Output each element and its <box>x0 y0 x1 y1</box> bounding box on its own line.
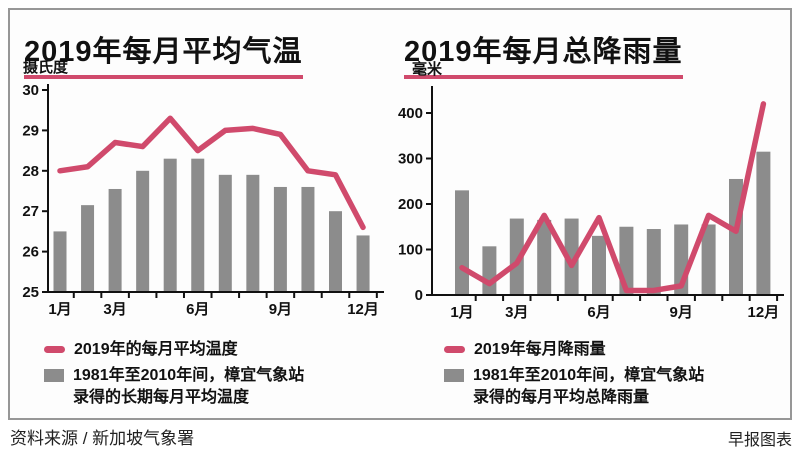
temperature-chart-plot: 25 26 27 28 29 30 1月 3月 6月 9月 12月 <box>22 82 384 318</box>
credit-note: 早报图表 <box>727 432 792 449</box>
x-tick-label: 6月 <box>587 304 610 321</box>
legend-label: 2019年的每月平均温度 <box>74 341 238 358</box>
y-tick-label: 100 <box>398 242 423 259</box>
bar-month-8 <box>646 229 661 295</box>
source-note: 资料来源 / 新加坡气象署 <box>10 429 195 448</box>
y-tick-label: 400 <box>398 105 423 122</box>
legend-item-rainfall-2019: 2019年每月降雨量 <box>444 339 704 361</box>
legend-item-temperature-longterm: 1981年至2010年间，樟宜气象站 录得的长期每月平均温度 <box>44 365 304 409</box>
temperature-legend: 2019年的每月平均温度 1981年至2010年间，樟宜气象站 录得的长期每月平… <box>44 339 304 409</box>
bar-series-swatch-icon <box>444 369 464 382</box>
bar-month-1 <box>53 231 67 292</box>
bar-month-8 <box>246 174 260 292</box>
y-tick-label: 28 <box>22 163 39 180</box>
bar-month-12 <box>356 235 370 292</box>
rainfall-legend: 2019年每月降雨量 1981年至2010年间，樟宜气象站 录得的每月平均总降雨… <box>444 339 704 409</box>
legend-label-line2: 录得的长期每月平均温度 <box>73 389 250 406</box>
temperature-unit-label: 摄氏度 <box>23 59 69 76</box>
legend-item-rainfall-longterm: 1981年至2010年间，樟宜气象站 录得的每月平均总降雨量 <box>444 365 704 409</box>
x-tick-label: 9月 <box>269 301 292 318</box>
bar-month-4 <box>537 219 552 295</box>
bar-month-5 <box>163 158 177 292</box>
y-tick-label: 26 <box>22 244 39 261</box>
line-series-swatch-icon <box>444 346 465 353</box>
x-tick-label: 3月 <box>505 304 528 321</box>
x-tick-label: 3月 <box>103 301 126 318</box>
bar-month-6 <box>191 158 205 292</box>
bar-month-4 <box>136 170 150 292</box>
y-tick-label: 27 <box>22 203 39 220</box>
y-tick-label: 300 <box>398 151 423 168</box>
bar-month-6 <box>592 235 606 295</box>
bar-month-3 <box>509 218 524 295</box>
legend-label-line2: 录得的每月平均总降雨量 <box>473 389 650 406</box>
legend-label: 2019年每月降雨量 <box>474 341 606 358</box>
bar-month-3 <box>108 188 122 292</box>
legend-item-temperature-2019: 2019年的每月平均温度 <box>44 339 304 361</box>
bar-month-2 <box>482 246 497 295</box>
x-tick-label: 12月 <box>347 301 379 318</box>
rainfall-unit-label: 毫米 <box>412 61 443 78</box>
bar-month-5 <box>564 218 579 295</box>
x-tick-label: 9月 <box>670 304 693 321</box>
x-tick-label: 1月 <box>48 301 71 318</box>
x-tick-label: 12月 <box>748 304 780 321</box>
temperature-chart-title: 2019年每月平均气温 <box>24 36 303 79</box>
bar-month-7 <box>218 174 232 292</box>
legend-label-line1: 1981年至2010年间，樟宜气象站 <box>73 367 305 384</box>
bar-month-10 <box>701 224 716 295</box>
y-tick-label: 0 <box>415 287 423 304</box>
bar-month-2 <box>81 205 95 292</box>
y-tick-label: 29 <box>22 122 39 139</box>
bar-month-11 <box>329 211 342 292</box>
x-tick-label: 1月 <box>450 304 473 321</box>
bar-month-10 <box>301 186 315 292</box>
bar-month-1 <box>455 190 469 295</box>
line-series <box>57 115 366 231</box>
y-tick-label: 200 <box>398 196 423 213</box>
bar-series-swatch-icon <box>44 369 64 382</box>
bar-month-9 <box>273 186 287 292</box>
legend-label-line1: 1981年至2010年间，樟宜气象站 <box>473 367 705 384</box>
bar-month-12 <box>756 151 771 295</box>
line-series-swatch-icon <box>44 346 65 353</box>
rainfall-chart-title: 2019年每月总降雨量 <box>404 36 683 79</box>
y-tick-label: 30 <box>22 82 39 99</box>
y-tick-label: 25 <box>22 284 39 301</box>
x-tick-label: 6月 <box>186 301 209 318</box>
line-series <box>459 101 767 294</box>
rainfall-chart-plot: 0 100 200 300 400 1月 3月 6月 9月 12月 <box>398 86 784 321</box>
